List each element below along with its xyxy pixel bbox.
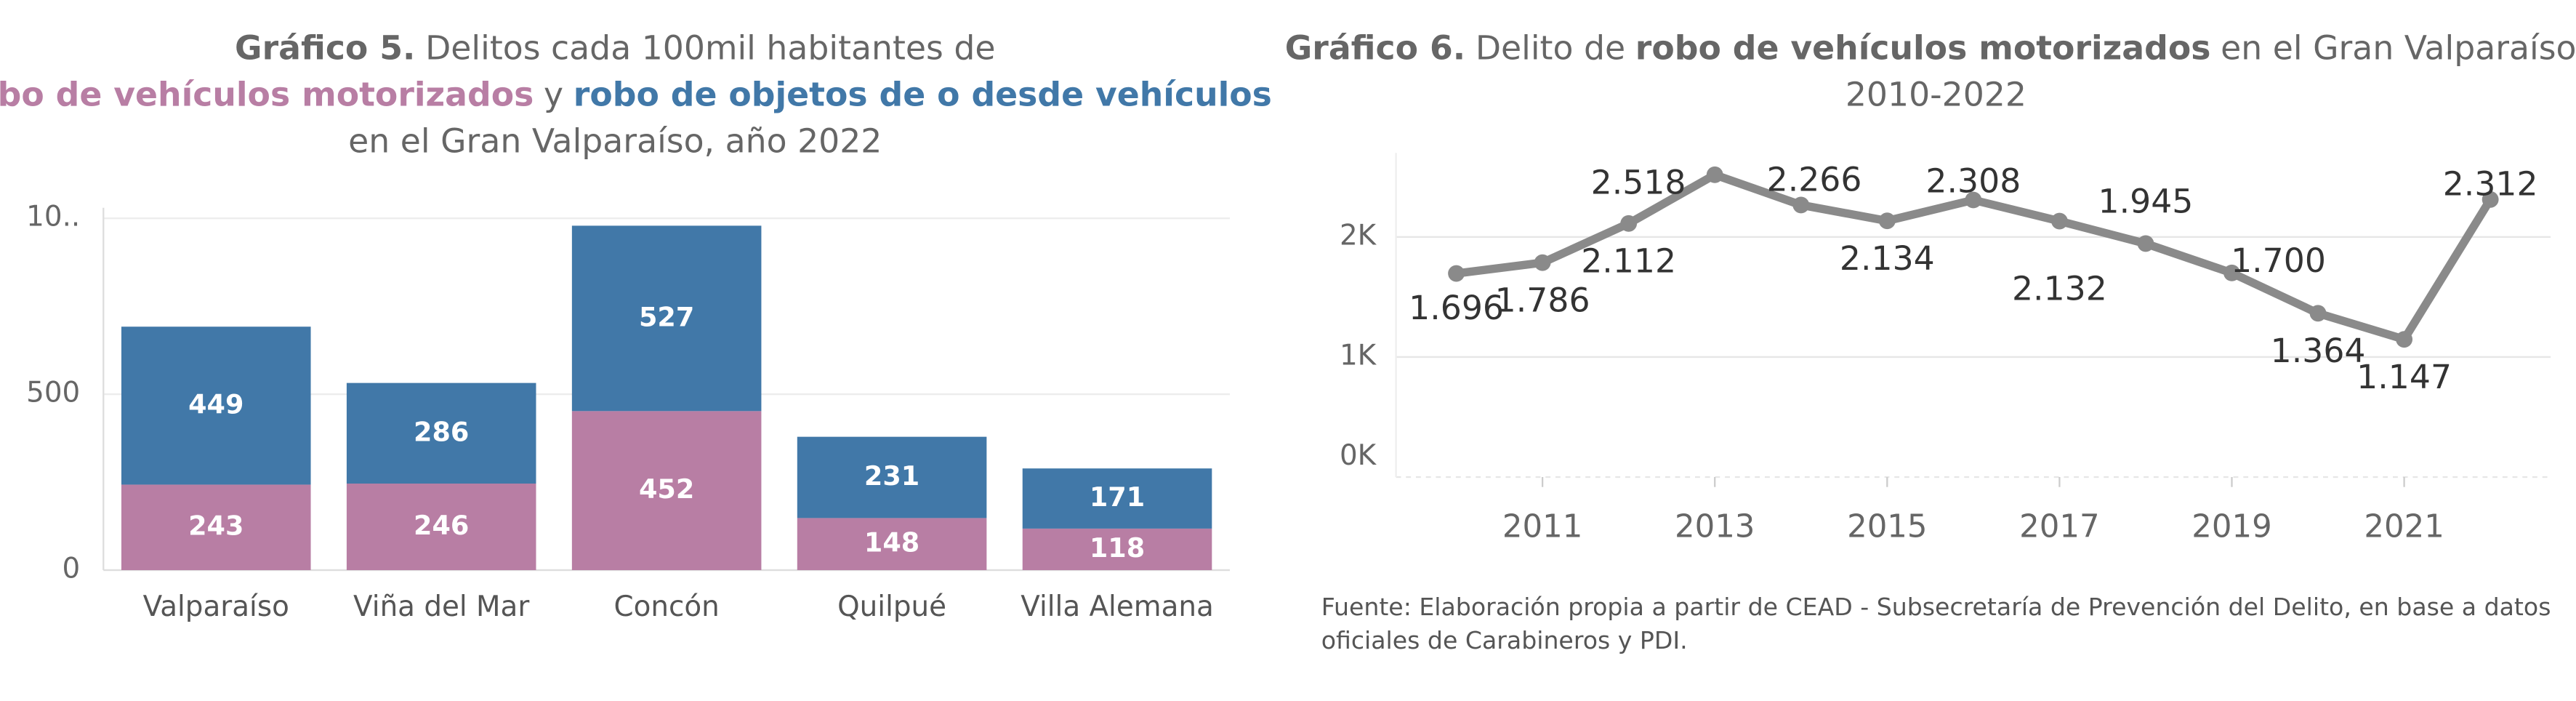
bar-segment <box>571 411 762 570</box>
point <box>2223 264 2240 281</box>
point <box>2482 191 2499 208</box>
x-tick-label: 2021 <box>2364 508 2444 545</box>
chart-title: 2010-2022 <box>1846 75 2026 113</box>
bar-segment <box>121 327 311 485</box>
x-tick-label: 2015 <box>1847 508 1927 545</box>
x-tick-label: Concón <box>614 590 720 623</box>
value-label: 1.364 <box>2271 332 2366 370</box>
x-tick-label: 2011 <box>1502 508 1582 545</box>
point <box>2396 331 2413 348</box>
x-tick-label: Villa Alemana <box>1021 590 1214 623</box>
point <box>2137 235 2154 252</box>
title-part: Delito de <box>1476 28 1625 67</box>
bar-segment <box>797 518 987 570</box>
value-label: 243 <box>188 510 243 542</box>
value-label: 1.786 <box>1495 281 1590 320</box>
y-tick-label: 0K <box>1340 439 1377 472</box>
title-part: robo de objetos de o desde vehículos <box>573 75 1272 113</box>
value-label: 2.132 <box>2012 270 2107 308</box>
point <box>1792 196 1810 214</box>
x-tick-label: 2013 <box>1675 508 1755 545</box>
value-label: 1.945 <box>2098 183 2194 221</box>
title-part: Gráfico 5. <box>235 28 415 67</box>
value-label: 527 <box>639 301 694 332</box>
value-label: 2.308 <box>1925 162 2021 201</box>
y-tick-label: 500 <box>26 377 80 409</box>
chart-title: robo de vehículos motorizados y robo de ob… <box>0 75 1272 113</box>
value-label: 148 <box>864 527 919 558</box>
value-label: 231 <box>864 460 919 492</box>
point <box>1448 265 1465 282</box>
point <box>1965 191 1982 209</box>
value-label: 1.147 <box>2356 358 2452 396</box>
x-tick-label: 2019 <box>2191 508 2271 545</box>
bar-segment <box>121 484 311 570</box>
bar-segment <box>1022 468 1212 529</box>
value-label: 2.134 <box>1840 239 1935 278</box>
value-label: 2.312 <box>2443 165 2538 204</box>
y-tick-label: 10.. <box>26 201 80 233</box>
y-tick-label: 1K <box>1340 339 1377 372</box>
chart-title: en el Gran Valparaíso, año 2022 <box>348 121 882 160</box>
value-label: 2.112 <box>1581 242 1676 281</box>
title-part: robo de vehículos motorizados <box>0 75 534 113</box>
title-part: y <box>544 75 563 113</box>
chart-title: Gráfico 5. Delitos cada 100mil habitantes… <box>235 28 995 67</box>
point <box>1534 254 1551 271</box>
x-tick-label: Quilpué <box>837 590 946 623</box>
title-part: Gráfico 6. <box>1285 28 1465 67</box>
value-label: 118 <box>1090 532 1145 564</box>
x-tick-label: 2017 <box>2019 508 2099 545</box>
x-tick-label: Viña del Mar <box>353 590 529 623</box>
title-part: robo de vehículos motorizados <box>1635 28 2211 67</box>
point <box>1620 215 1638 232</box>
point <box>1878 212 1896 230</box>
value-label: 246 <box>414 510 469 541</box>
title-part: 2010-2022 <box>1846 75 2026 113</box>
value-label: 1.696 <box>1409 289 1504 327</box>
chart-title: Gráfico 6. Delito de robo de vehículos mot… <box>1285 28 2576 67</box>
title-part: en el Gran Valparaíso, año 2022 <box>348 121 882 160</box>
bar-segment <box>346 382 536 484</box>
bar-segment <box>797 436 987 518</box>
title-part: en el Gran Valparaíso, <box>2221 28 2576 67</box>
bar-segment <box>346 483 536 570</box>
x-tick-label: Valparaíso <box>143 590 289 623</box>
title-part: Delitos cada 100mil habitantes de <box>425 28 995 67</box>
bar-segment <box>571 225 762 412</box>
value-label: 2.266 <box>1767 160 1862 199</box>
value-label: 171 <box>1090 481 1145 513</box>
bar-segment <box>1022 528 1212 570</box>
y-tick-label: 0 <box>63 553 81 585</box>
source-note: oficiales de Carabineros y PDI. <box>1321 626 1688 654</box>
source-note: Fuente: Elaboración propia a partir de C… <box>1321 593 2551 621</box>
value-label: 286 <box>414 416 469 447</box>
value-label: 1.700 <box>2231 241 2326 280</box>
value-label: 449 <box>188 388 243 420</box>
y-tick-label: 2K <box>1340 219 1377 252</box>
point <box>2309 305 2327 322</box>
value-label: 452 <box>639 473 694 505</box>
value-label: 2.518 <box>1591 164 1686 202</box>
point <box>2050 212 2068 230</box>
point <box>1706 166 1723 183</box>
